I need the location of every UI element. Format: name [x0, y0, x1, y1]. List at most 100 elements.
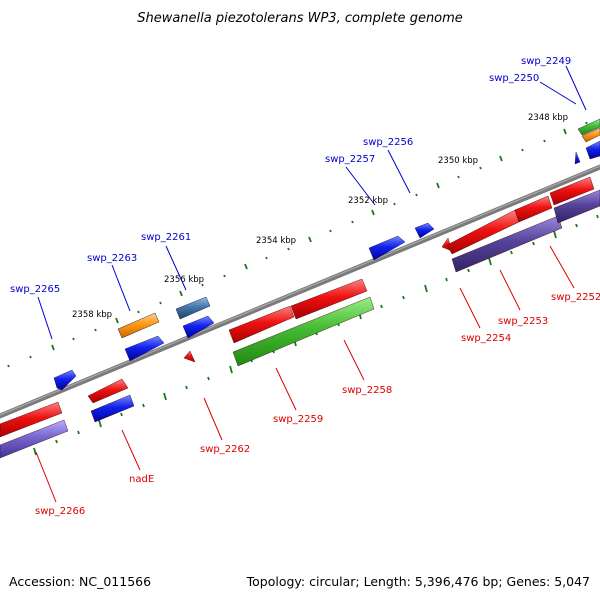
tick-major [308, 236, 312, 243]
gene-feature[interactable] [87, 378, 129, 404]
tick [575, 223, 578, 228]
gene-feature[interactable] [53, 369, 77, 391]
gene-feature[interactable] [577, 118, 600, 136]
tick [72, 337, 75, 341]
gene-feature[interactable] [183, 350, 196, 363]
gene-feature[interactable] [549, 176, 595, 206]
tick [265, 256, 268, 260]
gene-feature[interactable] [574, 151, 581, 165]
gene-feature[interactable] [368, 235, 406, 261]
tick [467, 268, 470, 273]
forward-cog-track [53, 118, 600, 391]
tick [415, 193, 418, 197]
gene-feature[interactable] [581, 127, 600, 143]
gene-label[interactable]: swp_2254 [461, 333, 511, 344]
gene-label[interactable]: swp_2259 [273, 414, 323, 425]
tick [457, 175, 460, 179]
tick-major [499, 155, 503, 162]
tick [585, 121, 588, 125]
gene-feature[interactable] [0, 401, 63, 438]
genome-backbone-highlight [0, 165, 600, 416]
scale-label: 2348 kbp [528, 113, 568, 123]
gene-label[interactable]: swp_2257 [325, 154, 375, 165]
tick [521, 148, 524, 152]
tick [380, 304, 383, 309]
map-title: Shewanella piezotolerans WP3, complete g… [137, 11, 463, 26]
gene-feature[interactable] [514, 195, 553, 223]
tick [201, 283, 204, 287]
tick-major [179, 290, 183, 297]
tick [223, 274, 226, 278]
tick [393, 202, 396, 206]
tick [543, 139, 546, 143]
gene-label[interactable]: swp_2258 [342, 385, 392, 396]
scale-label: 2358 kbp [72, 310, 112, 320]
tick [351, 220, 354, 224]
tick [185, 385, 188, 390]
gene-feature[interactable] [414, 222, 435, 239]
gene-feature[interactable] [124, 335, 165, 362]
gene-label[interactable]: swp_2263 [87, 253, 137, 264]
gene-label[interactable]: swp_2262 [200, 444, 250, 455]
tick-major [51, 344, 55, 351]
leader-line [121, 429, 141, 471]
gene-label[interactable]: nadE [129, 474, 154, 485]
leader-line [499, 269, 521, 311]
tick-major [553, 230, 557, 239]
leader-line [165, 245, 187, 291]
tick-major [163, 392, 167, 401]
tick [287, 247, 290, 251]
gene-feature[interactable] [451, 215, 563, 273]
gene-label[interactable]: swp_2266 [35, 506, 85, 517]
gene-feature[interactable] [182, 315, 215, 339]
gene-feature[interactable] [553, 189, 600, 224]
tick-major [563, 128, 567, 135]
accession-text: Accession: NC_011566 [9, 574, 151, 589]
gene-label[interactable]: swp_2256 [363, 137, 413, 148]
tick-major [33, 447, 37, 456]
gene-feature[interactable] [585, 140, 600, 160]
gene-feature[interactable] [232, 296, 375, 367]
tick [402, 295, 405, 300]
gene-label[interactable]: swp_2261 [141, 232, 191, 243]
tick [77, 430, 80, 435]
tick-major [115, 317, 119, 324]
leader-line [275, 367, 297, 411]
tick-major [488, 257, 492, 266]
gene-label[interactable]: swp_2252 [551, 292, 600, 303]
forward-leader-lines [37, 65, 587, 340]
leader-line [111, 264, 131, 312]
leader-line [459, 287, 481, 329]
gene-label[interactable]: swp_2265 [10, 284, 60, 295]
leader-line [387, 149, 411, 194]
leader-line [37, 296, 53, 340]
tick-major [424, 284, 428, 293]
tick [120, 412, 123, 417]
tick [137, 310, 140, 314]
reverse-leader-lines [35, 245, 575, 503]
gene-feature[interactable] [117, 312, 160, 339]
tick-major [98, 419, 102, 428]
gene-label[interactable]: swp_2250 [489, 73, 539, 84]
gene-feature[interactable] [175, 296, 211, 320]
tick [142, 403, 145, 408]
tick [159, 301, 162, 305]
tick [479, 166, 482, 170]
gene-feature[interactable] [90, 394, 135, 423]
tick [532, 241, 535, 246]
tick-major [229, 365, 233, 374]
tick-major [371, 209, 375, 216]
gene-feature[interactable] [290, 278, 368, 320]
gene-feature[interactable] [0, 419, 69, 459]
scale-label: 2352 kbp [348, 196, 388, 206]
tick-major [244, 263, 248, 270]
gene-feature[interactable] [228, 305, 295, 344]
tick [7, 364, 10, 368]
leader-line [565, 65, 587, 111]
leader-line [203, 397, 223, 441]
scale-label: 2354 kbp [256, 236, 296, 246]
gene-label[interactable]: swp_2249 [521, 56, 571, 67]
scale-label: 2350 kbp [438, 156, 478, 166]
gene-label[interactable]: swp_2253 [498, 316, 548, 327]
tick [55, 439, 58, 444]
